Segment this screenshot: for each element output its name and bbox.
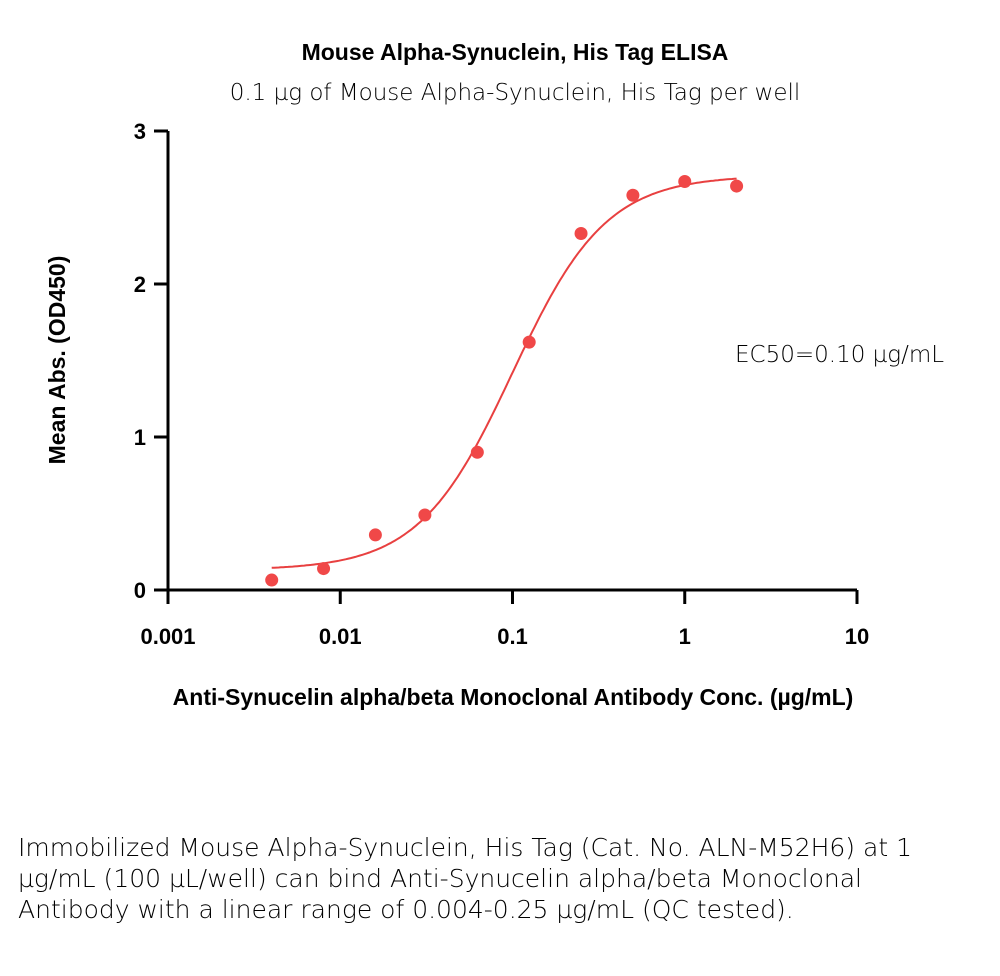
data-point <box>574 227 588 241</box>
x-tick-label: 10 <box>845 624 869 649</box>
data-point <box>730 179 744 193</box>
fit-curve <box>271 177 737 569</box>
data-point <box>368 528 382 542</box>
axes: 0.001 0.01 0.1 1 10 0 1 2 3 <box>134 119 869 649</box>
x-tick-label: 0.001 <box>140 624 195 649</box>
y-tick-label: 0 <box>134 578 146 603</box>
chart-title: Mouse Alpha-Synuclein, His Tag ELISA <box>302 39 729 65</box>
data-point <box>470 445 484 459</box>
x-tick-label: 1 <box>679 624 691 649</box>
figure-caption: Immobilized Mouse Alpha-Synuclein, His T… <box>18 833 912 924</box>
chart-subtitle: 0.1 µg of Mouse Alpha-Synuclein, His Tag… <box>230 80 801 106</box>
x-tick-label: 0.1 <box>497 624 528 649</box>
data-point <box>418 508 432 522</box>
y-axis-label: Mean Abs. (OD450) <box>44 256 70 465</box>
x-axis-label: Anti-Synucelin alpha/beta Monoclonal Ant… <box>173 684 854 710</box>
y-tick-label: 2 <box>134 272 146 297</box>
data-point <box>317 562 331 576</box>
x-tick-label: 0.01 <box>319 624 362 649</box>
data-point <box>626 188 640 202</box>
y-tick-label: 1 <box>134 425 146 450</box>
elisa-chart: Mouse Alpha-Synuclein, His Tag ELISA 0.1… <box>44 39 944 710</box>
data-point <box>678 174 692 188</box>
data-points <box>265 174 744 587</box>
y-tick-label: 3 <box>134 119 146 144</box>
ec50-annotation: EC50=0.10 µg/mL <box>735 342 944 368</box>
data-point <box>522 335 536 349</box>
data-point <box>265 573 279 587</box>
